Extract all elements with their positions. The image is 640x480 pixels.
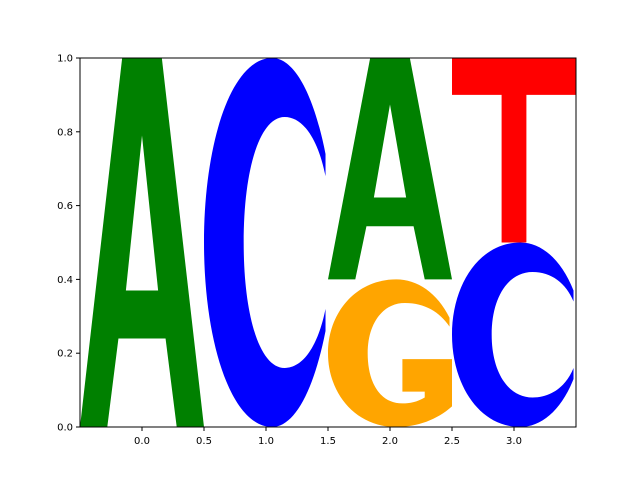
y-tick-label: 0.6 [57,201,73,212]
x-tick-label: 2.0 [382,436,398,447]
y-tick-label: 0.8 [57,127,73,138]
logo-letter-a-pos-2-1 [328,58,452,280]
x-tick-label: 0.5 [196,436,212,447]
x-axis: 0.0 0.5 1.0 1.5 2.0 2.5 3.0 [134,427,522,447]
logo-letter-t-pos-3-1 [452,58,576,243]
x-tick-label: 1.5 [320,436,336,447]
x-tick-label: 3.0 [506,436,522,447]
logo-letter-c-pos-1-0 [204,58,326,427]
logo-letter-a-pos-0-0 [80,58,204,427]
y-tick-label: 0.0 [57,423,73,434]
logo-letter-c-pos-3-0 [452,242,574,427]
y-tick-label: 1.0 [57,54,73,65]
logo-letter-g-pos-2-0 [328,279,452,427]
x-tick-label: 0.0 [134,436,150,447]
x-tick-label: 1.0 [258,436,274,447]
x-tick-label: 2.5 [444,436,460,447]
letters-layer [80,58,576,427]
y-tick-label: 0.4 [57,275,73,286]
y-axis: 0.0 0.2 0.4 0.6 0.8 1.0 [57,54,80,434]
y-tick-label: 0.2 [57,349,73,360]
